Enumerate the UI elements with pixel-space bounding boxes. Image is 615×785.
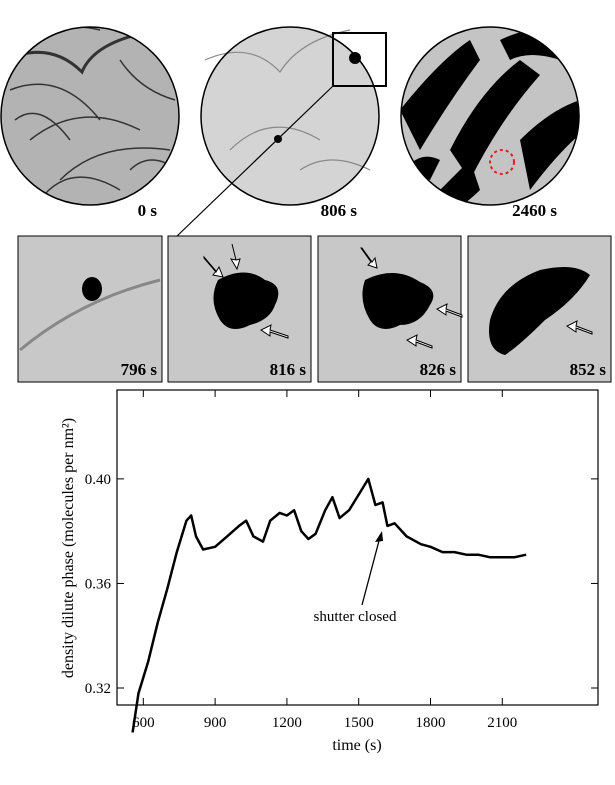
x-tick-label: 1500 <box>344 715 374 731</box>
micrograph-0s: 0 s <box>0 26 180 220</box>
image-label: 816 s <box>270 360 307 379</box>
annotation: shutter closed <box>314 609 397 625</box>
image-label: 826 s <box>420 360 457 379</box>
panel-852s: 852 s <box>467 235 612 383</box>
x-tick-label: 900 <box>204 715 227 731</box>
data-line <box>131 477 527 733</box>
micrograph-806s: 806 s <box>174 26 387 239</box>
micrograph-2460s: 2460 s <box>400 26 580 220</box>
annotation-arrow <box>361 536 381 606</box>
chart: time (s) density dilute phase (molecules… <box>60 389 599 754</box>
x-tick-label: 2100 <box>487 715 517 731</box>
panel-816s: 816 s <box>167 235 312 383</box>
plot-frame <box>116 389 599 706</box>
x-tick-label: 1800 <box>415 715 445 731</box>
y-tick-label: 0.32 <box>85 681 111 697</box>
image-label: 2460 s <box>512 201 557 220</box>
annotation-arrowhead <box>375 531 383 542</box>
image-label: 796 s <box>121 360 158 379</box>
panel-796s: 796 s <box>17 235 163 383</box>
image-label: 0 s <box>138 201 158 220</box>
x-axis-title: time (s) <box>332 737 381 754</box>
y-tick-label: 0.40 <box>85 472 111 488</box>
panel-826s: 826 s <box>317 235 463 383</box>
x-tick-label: 1200 <box>272 715 302 731</box>
image-label: 806 s <box>321 201 358 220</box>
image-label: 852 s <box>570 360 607 379</box>
y-axis-title: density dilute phase (molecules per nm²) <box>60 418 77 678</box>
x-tick-label: 600 <box>132 715 155 731</box>
y-tick-label: 0.36 <box>85 576 112 592</box>
